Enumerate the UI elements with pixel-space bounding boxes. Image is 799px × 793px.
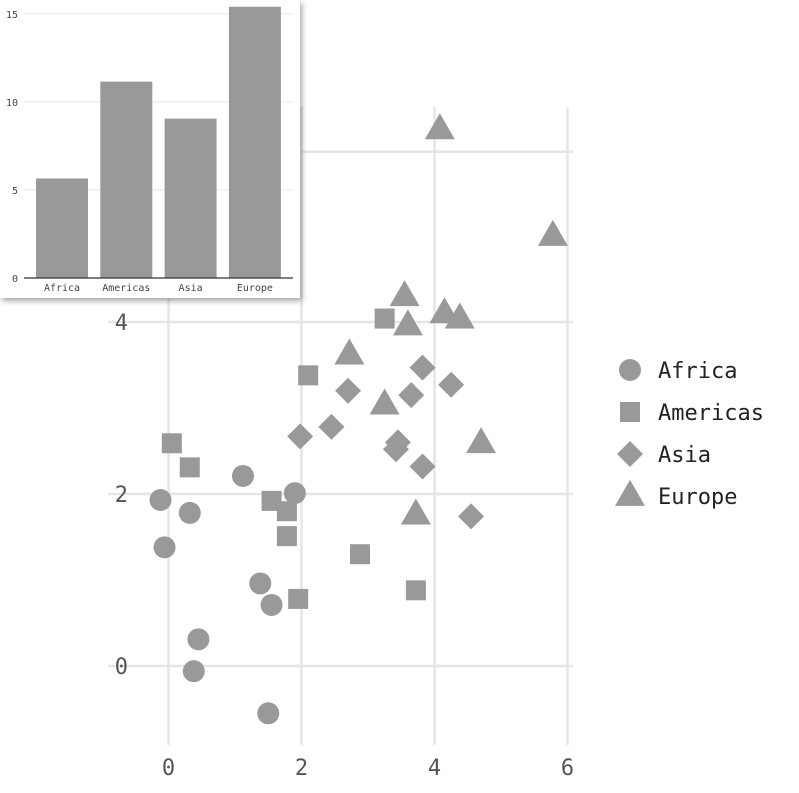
inset-x-tick-label: Americas [102, 283, 150, 294]
scatter-point-americas [161, 433, 182, 454]
scatter-y-tick-label: 2 [115, 483, 128, 508]
scatter-point-europe [392, 309, 423, 336]
scatter-point-asia [438, 371, 465, 398]
inset-bar-africa [36, 178, 88, 278]
scatter-grid [108, 107, 573, 745]
scatter-point-africa [149, 489, 172, 512]
scatter-point-asia [335, 377, 362, 404]
legend-label-asia: Asia [658, 443, 711, 468]
scatter-point-europe [334, 338, 365, 365]
inset-y-tick-label: 15 [6, 10, 18, 21]
inset-bar-chart: 0 5 10 15 Africa Americas Asia Europe [0, 0, 300, 298]
scatter-x-tick-label: 0 [162, 756, 175, 781]
scatter-x-tick-label: 4 [428, 756, 441, 781]
inset-x-axis: Africa Americas Asia Europe [24, 277, 293, 294]
scatter-point-africa [257, 702, 280, 725]
scatter-point-africa [153, 536, 176, 559]
scatter-legend: Africa Americas Asia Europe [615, 359, 764, 510]
scatter-y-axis: 0 2 4 [115, 311, 128, 680]
scatter-point-africa [178, 501, 201, 524]
scatter-point-africa [187, 628, 210, 651]
scatter-point-americas [374, 308, 395, 329]
scatter-point-africa [249, 572, 272, 595]
scatter-y-tick-label: 4 [115, 311, 128, 336]
inset-x-tick-label: Europe [237, 283, 273, 294]
scatter-point-europe [389, 280, 420, 307]
scatter-point-europe [466, 427, 497, 454]
scatter-point-americas [276, 501, 297, 522]
scatter-x-tick-label: 6 [561, 756, 574, 781]
scatter-points [149, 113, 568, 725]
legend-marker-africa [619, 359, 641, 381]
scatter-point-asia [398, 382, 425, 409]
scatter-point-asia [318, 413, 345, 440]
legend-label-americas: Americas [658, 401, 764, 426]
scatter-point-asia [287, 423, 314, 450]
scatter-point-americas [179, 457, 200, 478]
scatter-y-tick-label: 0 [115, 655, 128, 680]
scatter-point-europe [444, 302, 475, 329]
scatter-point-asia [384, 429, 411, 456]
scatter-point-africa [260, 593, 283, 616]
legend-marker-asia [617, 441, 643, 467]
inset-y-tick-label: 5 [12, 186, 18, 197]
inset-bar-asia [164, 118, 217, 278]
scatter-point-asia [458, 503, 485, 530]
inset-x-tick-label: Africa [44, 283, 80, 294]
legend-marker-americas [620, 402, 640, 422]
inset-y-axis: 0 5 10 15 [6, 10, 18, 285]
inset-bars [36, 6, 281, 279]
scatter-plot: 0 2 4 6 0 2 4 [108, 107, 574, 781]
scatter-x-axis: 0 2 4 6 [162, 756, 574, 781]
scatter-point-europe [400, 498, 431, 525]
inset-y-tick-label: 0 [12, 274, 18, 285]
legend-label-europe: Europe [658, 485, 737, 510]
scatter-point-americas [298, 365, 319, 386]
inset-y-tick-label: 10 [6, 98, 18, 109]
legend-marker-europe [615, 479, 645, 506]
inset-bar-europe [228, 6, 281, 278]
scatter-point-europe [369, 388, 400, 415]
scatter-point-europe [537, 219, 568, 246]
scatter-point-americas [405, 580, 426, 601]
legend-label-africa: Africa [658, 359, 737, 384]
scatter-x-tick-label: 2 [295, 756, 308, 781]
scatter-point-americas [288, 588, 309, 609]
inset-x-tick-label: Asia [179, 283, 203, 294]
scatter-point-africa [283, 482, 306, 505]
scatter-point-europe [424, 113, 455, 140]
scatter-point-asia [409, 354, 436, 381]
scatter-point-africa [231, 464, 254, 487]
scatter-point-americas [261, 490, 282, 511]
scatter-point-africa [182, 660, 205, 683]
scatter-point-asia [409, 453, 436, 480]
scatter-point-americas [350, 544, 371, 565]
inset-bar-americas [100, 81, 153, 279]
scatter-point-americas [276, 526, 297, 547]
